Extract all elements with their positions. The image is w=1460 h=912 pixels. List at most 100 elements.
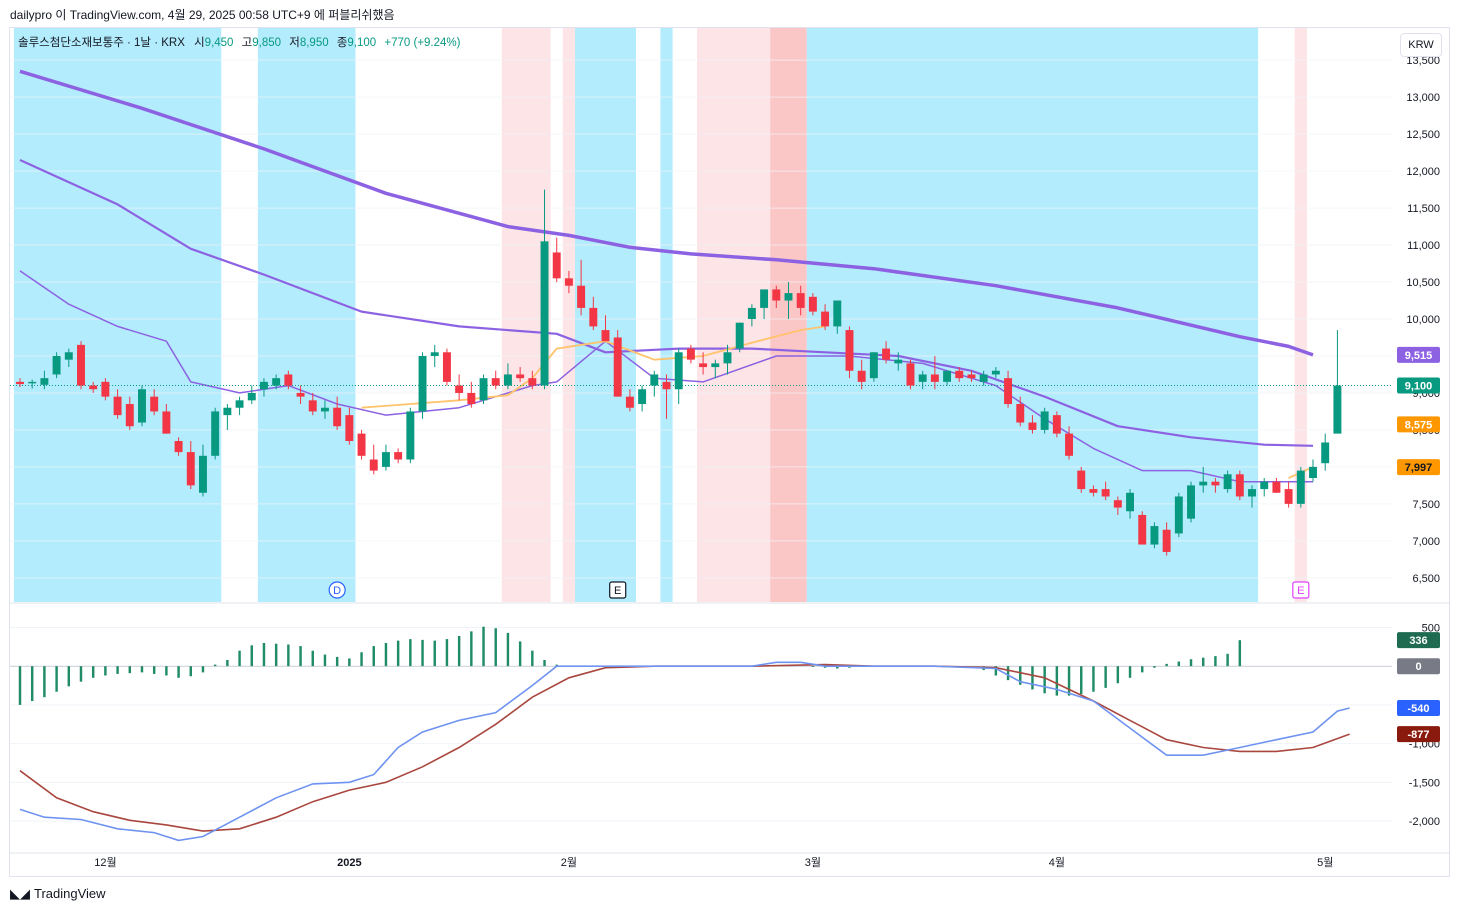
- candle-body-28: [357, 433, 366, 456]
- bg-zone-3: [562, 28, 576, 602]
- symbol-legend: 솔루스첨단소재보통주 · 1날 · KRX 시9,450 고9,850 저8,9…: [18, 34, 465, 50]
- candle-body-60: [747, 307, 756, 319]
- marker-badge-0: [328, 581, 346, 599]
- price-tick-label-14: 6,500: [1412, 573, 1440, 585]
- candle-body-0: [16, 381, 24, 385]
- macd-hist-bar-81: [1006, 666, 1010, 681]
- footer-brand[interactable]: ◣◢ TradingView: [10, 886, 106, 902]
- macd-hist-bar-38: [482, 626, 485, 667]
- time-tick-label-3: 3월: [805, 856, 821, 869]
- candle-body-95: [1174, 496, 1183, 534]
- macd-hist-bar-96: [1189, 659, 1193, 667]
- candle-body-100: [1235, 474, 1244, 497]
- macd-hist-bar-3: [55, 666, 58, 692]
- symbol-name[interactable]: 솔루스첨단소재보통주 · 1날 · KRX: [18, 37, 185, 49]
- bg-zone-9: [1294, 28, 1307, 602]
- macd-hist-bar-21: [274, 643, 278, 667]
- open-value: 9,450: [204, 37, 234, 49]
- candle-body-89: [1101, 489, 1110, 497]
- ma-orange-value-label: 7,997: [1405, 462, 1433, 474]
- macd-tick-label-4: -1,500: [1409, 777, 1440, 789]
- last-price-label-bg: [1397, 377, 1440, 394]
- high-value: 9,850: [252, 37, 282, 49]
- ma-orange-value-label-bg: [1397, 459, 1440, 476]
- macd-hist-bar-10: [140, 666, 144, 673]
- candle-body-57: [711, 363, 720, 368]
- macd-hist-bar-29: [372, 646, 375, 667]
- macd-hist-bar-36: [457, 636, 461, 667]
- candle-body-66: [821, 311, 830, 327]
- candle-body-106: [1309, 466, 1317, 478]
- candle-body-70: [869, 352, 878, 379]
- macd-hist-bar-87: [1080, 666, 1083, 695]
- macd-hist-bar-89: [1104, 666, 1107, 688]
- price-tick-label-5: 11,000: [1407, 240, 1440, 252]
- macd-hist-bar-7: [104, 666, 107, 676]
- bg-zone-1: [257, 28, 356, 602]
- chart-frame: [9, 27, 1450, 877]
- ma-line-3: [361, 325, 826, 409]
- macd-hist-bar-5: [79, 666, 83, 682]
- macd-hist-bar-19: [250, 645, 253, 667]
- candle-body-76: [943, 370, 952, 382]
- macd-hist-bar-93: [1153, 666, 1156, 668]
- close-label: 종: [336, 37, 348, 49]
- candle-body-7: [101, 381, 110, 397]
- macd-hist-bar-40: [506, 632, 510, 667]
- macd-hist-bar-22: [287, 644, 290, 667]
- tv-logo-icon: ◣◢: [10, 886, 30, 901]
- candle-body-105: [1296, 470, 1305, 504]
- price-tick-label-1: 13,000: [1406, 92, 1440, 104]
- candle-body-51: [638, 389, 647, 405]
- macd-hist-bar-8: [116, 666, 119, 674]
- time-tick-label-5: 5월: [1317, 856, 1333, 869]
- last-price-label: 9,100: [1405, 381, 1433, 393]
- candle-body-19: [247, 392, 256, 401]
- currency-button[interactable]: KRW: [1400, 33, 1442, 57]
- candle-body-61: [760, 289, 769, 308]
- marker-badge-1: [609, 581, 627, 599]
- macd-hist-bar-25: [323, 654, 327, 667]
- candle-body-59: [735, 322, 744, 349]
- candle-body-1: [28, 381, 37, 384]
- bg-zone-0: [13, 28, 222, 602]
- macd-hist-bar-43: [543, 660, 546, 667]
- macd-value-label: -540: [1407, 703, 1429, 715]
- macd-hist-bar-24: [311, 650, 314, 667]
- macd-hist-bar-13: [177, 666, 180, 678]
- candle-body-21: [272, 378, 281, 386]
- candle-body-14: [186, 452, 195, 486]
- price-tick-label-4: 11,500: [1407, 203, 1440, 215]
- candle-body-92: [1138, 514, 1147, 545]
- candle-body-3: [52, 355, 61, 375]
- macd-hist-bar-99: [1226, 653, 1229, 667]
- macd-zero-label: 0: [1415, 661, 1421, 673]
- candle-body-99: [1223, 474, 1232, 490]
- macd-hist-bar-98: [1214, 656, 1217, 667]
- marker-badge-2: [1292, 581, 1310, 599]
- macd-hist-bar-35: [445, 639, 449, 667]
- candle-body-71: [882, 348, 891, 360]
- candle-body-73: [906, 363, 915, 386]
- macd-hist-bar-65: [811, 666, 815, 667]
- price-tick-label-0: 13,500: [1406, 55, 1440, 67]
- macd-hist-bar-12: [165, 666, 168, 676]
- candle-body-35: [442, 352, 451, 382]
- price-tick-label-3: 12,000: [1406, 166, 1440, 178]
- candle-body-45: [564, 278, 573, 286]
- price-tick-label-6: 10,500: [1406, 277, 1440, 289]
- macd-hist-bar-86: [1067, 666, 1071, 696]
- bg-zone-6: [697, 28, 771, 602]
- time-tick-label-0: 12월: [94, 856, 116, 869]
- candle-body-50: [625, 396, 634, 408]
- macd-line: [19, 661, 1350, 842]
- macd-hist-bar-34: [433, 640, 436, 667]
- candle-body-15: [199, 455, 207, 493]
- ma-line-1: [19, 158, 1314, 447]
- macd-hist-bar-84: [1043, 666, 1046, 694]
- ma-line-0: [19, 69, 1314, 357]
- macd-hist-bar-30: [384, 642, 388, 667]
- signal-value-label: -877: [1407, 729, 1429, 741]
- marker-label-1: E: [614, 585, 621, 597]
